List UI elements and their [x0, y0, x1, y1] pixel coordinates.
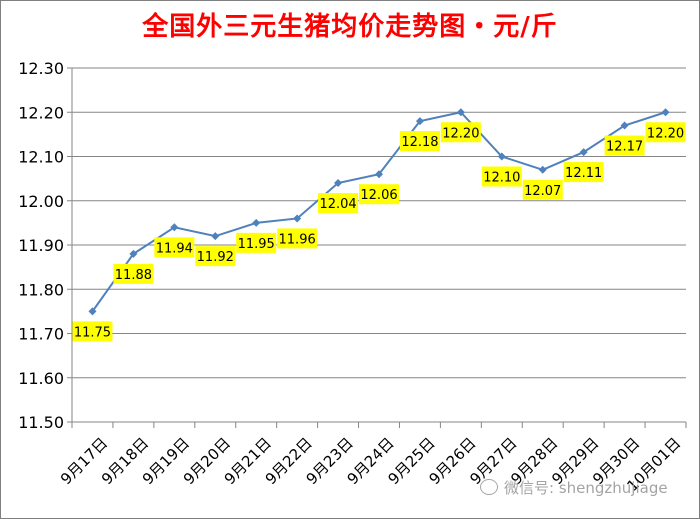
data-label-text: 12.04 [319, 197, 356, 212]
data-point [170, 223, 179, 232]
data-label-bg [563, 162, 604, 183]
data-point [211, 232, 220, 241]
data-label: 12.06 [359, 184, 399, 205]
y-tick-label: 11.50 [18, 413, 64, 432]
data-point [661, 108, 670, 117]
data-label-text: 11.92 [197, 250, 234, 265]
wechat-icon [480, 479, 498, 495]
data-label: 12.10 [481, 166, 522, 187]
data-label-bg [195, 246, 236, 267]
data-label-text: 11.95 [238, 237, 275, 252]
data-point [620, 121, 629, 130]
data-label-bg [481, 166, 522, 187]
data-label: 11.94 [154, 237, 195, 258]
data-point [538, 165, 547, 174]
data-label-text: 12.07 [524, 184, 561, 199]
data-label-text: 12.20 [442, 126, 479, 141]
data-label: 12.18 [399, 131, 440, 152]
y-tick-label: 12.20 [18, 103, 64, 122]
data-label: 12.17 [604, 135, 645, 156]
data-label-text: 12.20 [647, 126, 684, 141]
data-label-bg [72, 321, 113, 342]
data-label-text: 12.11 [565, 166, 602, 181]
watermark: 微信号: shengzhujiage [480, 477, 668, 498]
data-label-text: 12.10 [483, 171, 520, 186]
data-point [456, 108, 465, 117]
data-point [375, 170, 383, 179]
data-label-text: 11.88 [115, 268, 152, 283]
y-tick-label: 12.30 [18, 59, 64, 78]
data-label: 11.75 [72, 321, 113, 342]
data-label: 12.20 [440, 122, 481, 143]
data-label: 12.20 [645, 122, 686, 143]
data-label-text: 11.96 [279, 232, 316, 247]
data-label-bg [236, 232, 277, 253]
data-point [88, 307, 97, 316]
watermark-text: 微信号: shengzhujiage [504, 479, 668, 497]
data-label-bg [440, 122, 481, 143]
data-label: 11.96 [277, 228, 318, 249]
y-tick-label: 11.90 [18, 236, 64, 255]
data-label-text: 12.17 [606, 140, 643, 155]
data-point [129, 249, 138, 258]
data-label: 12.07 [522, 179, 563, 200]
y-tick-label: 12.00 [18, 192, 64, 211]
data-labels: 11.75 11.88 11.94 11.92 11.95 11.96 12.04 12.06… [72, 122, 686, 342]
y-tick-label: 11.80 [18, 280, 64, 299]
series-line [91, 111, 666, 312]
y-tick-label: 11.70 [18, 325, 64, 344]
data-label-bg [113, 263, 154, 284]
data-label-bg [604, 135, 645, 156]
data-label-text: 11.94 [156, 241, 193, 256]
y-tick-label: 12.10 [18, 148, 64, 167]
data-label: 12.04 [318, 193, 359, 214]
data-label: 12.11 [563, 162, 604, 183]
data-label-bg [154, 237, 195, 258]
data-label-bg [318, 193, 359, 214]
data-label-bg [399, 131, 440, 152]
data-label-bg [645, 122, 686, 143]
data-label-text: 12.18 [401, 135, 438, 150]
y-axis: 11.50 11.60 11.70 11.80 11.90 12.00 12.10 12.20… [18, 59, 73, 432]
data-label-bg [277, 228, 318, 249]
price-series [88, 108, 670, 316]
data-label-bg [359, 184, 399, 205]
data-point [334, 179, 343, 188]
data-point [415, 117, 424, 126]
y-tick-label: 11.60 [18, 369, 64, 388]
data-label-bg [522, 179, 563, 200]
data-point [579, 148, 588, 157]
data-label-text: 12.06 [360, 188, 397, 203]
data-label: 11.92 [195, 246, 236, 267]
data-label-text: 11.75 [74, 325, 111, 340]
data-label: 11.88 [113, 263, 154, 284]
data-label: 11.95 [236, 232, 277, 253]
chart-title: 全国外三元生猪均价走势图・元/斤 [142, 12, 558, 42]
data-point [293, 214, 302, 223]
data-point [252, 218, 261, 227]
data-point [497, 152, 506, 161]
